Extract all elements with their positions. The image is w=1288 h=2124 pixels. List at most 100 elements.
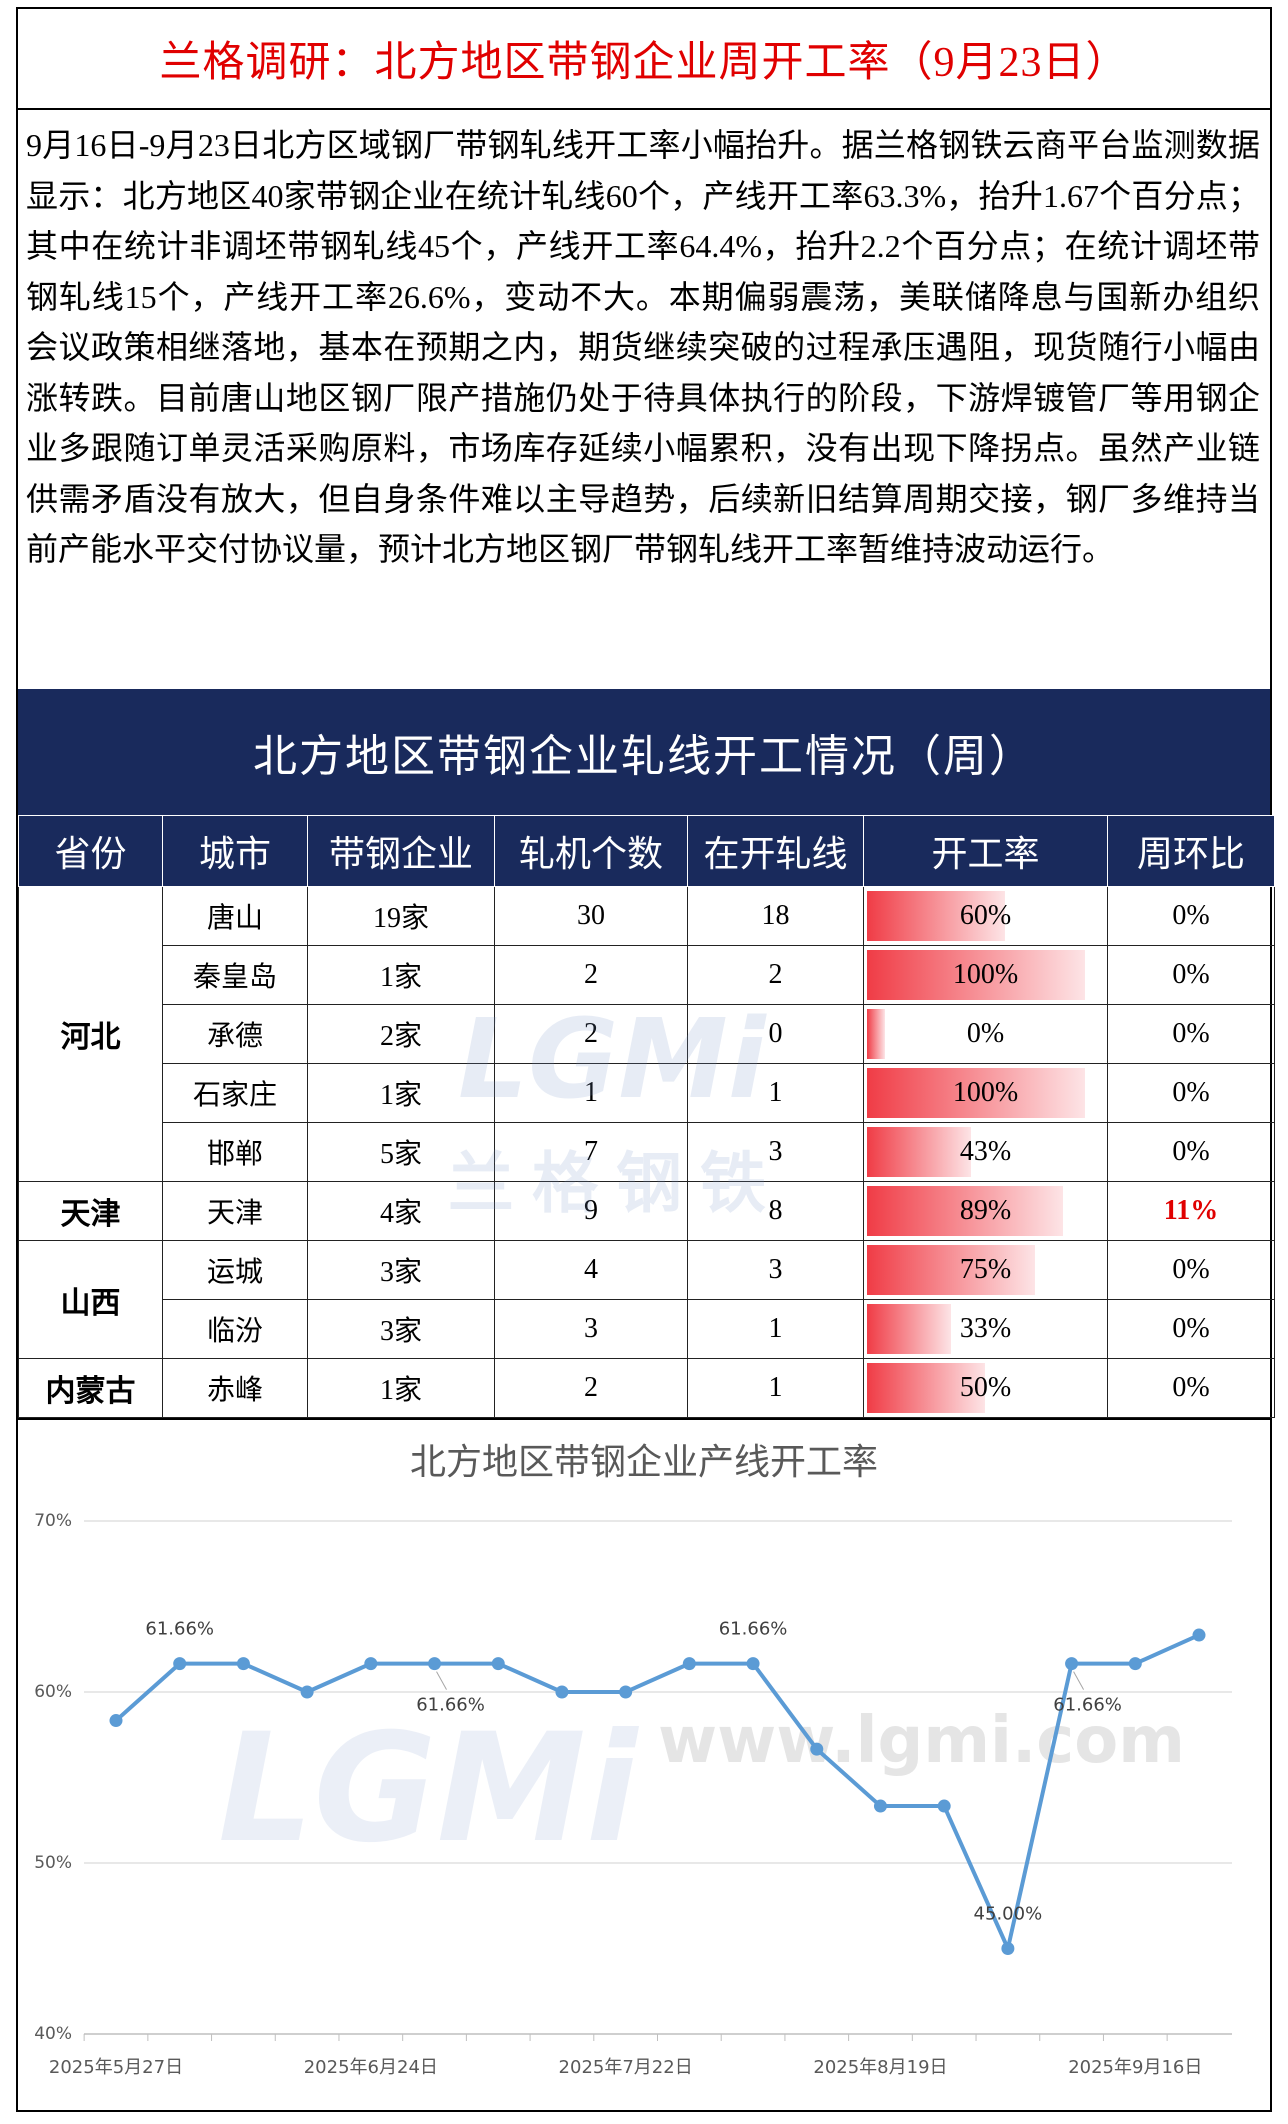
province-cell: 天津 [18, 1181, 163, 1241]
mills-cell: 1 [494, 1063, 688, 1123]
rate-bar [867, 1245, 1035, 1295]
column-header: 省份 [18, 815, 163, 887]
city-cell: 天津 [162, 1181, 308, 1241]
table: 省份 城市 带钢企业 轧机个数 在开轧线 开工率 周环比 河北 唐山 19家 30 18 60% 0% 秦… [18, 815, 1275, 1418]
rate-label: 50% [959, 1372, 1012, 1403]
wow-cell: 0% [1107, 945, 1275, 1005]
chart-title: 北方地区带钢企业产线开工率 [410, 1442, 878, 1483]
wow-cell: 0% [1107, 1240, 1275, 1300]
line-chart: 北方地区带钢企业产线开工率 LGMi www.lgmi.com 40% 50% 60% 70… [18, 1418, 1270, 2078]
running-cell: 3 [687, 1122, 864, 1182]
companies-cell: 5家 [307, 1122, 495, 1182]
data-point [937, 1799, 951, 1813]
mills-cell: 4 [494, 1240, 688, 1300]
table-row: 山西 运城 3家 4 3 75% 0% [18, 1240, 1275, 1359]
table-row: 秦皇岛 1家 2 2 100% 0% [19, 945, 1275, 1005]
table-row: 临汾 3家 3 1 33% 0% [19, 1299, 1275, 1359]
column-header: 开工率 [863, 815, 1108, 887]
x-tick-label: 2025年7月22日 [559, 2057, 693, 2078]
leader-line [436, 1671, 447, 1690]
data-point [873, 1799, 887, 1813]
rate-bar [867, 950, 1085, 1000]
data-point [109, 1714, 123, 1728]
running-cell: 18 [687, 886, 864, 946]
wow-cell: 0% [1107, 1063, 1275, 1123]
rate-cell: 0% [863, 1004, 1108, 1064]
rate-cell: 43% [863, 1122, 1108, 1182]
companies-cell: 3家 [307, 1299, 495, 1359]
rate-cell: 60% [863, 886, 1108, 946]
rate-label: 43% [959, 1136, 1012, 1167]
data-point [364, 1657, 378, 1671]
column-header: 城市 [162, 815, 308, 887]
running-cell: 1 [687, 1299, 864, 1359]
rate-cell: 100% [863, 945, 1108, 1005]
x-tick-label: 2025年9月16日 [1068, 2057, 1202, 2078]
table-row: 承德 2家 2 0 0% 0% [19, 1004, 1275, 1064]
y-tick-label: 50% [34, 1853, 72, 1873]
wow-cell: 0% [1107, 1358, 1275, 1418]
companies-cell: 1家 [307, 1063, 495, 1123]
data-label: 61.66% [719, 1619, 788, 1640]
data-label: 61.66% [416, 1695, 485, 1716]
wow-cell: 0% [1107, 1122, 1275, 1182]
data-point [236, 1657, 250, 1671]
x-tick-label: 2025年8月19日 [813, 2057, 947, 2078]
running-cell: 2 [687, 945, 864, 1005]
wow-cell: 0% [1107, 1004, 1275, 1064]
rate-label: 75% [959, 1254, 1012, 1285]
rate-label: 100% [952, 1077, 1019, 1108]
rate-bar [867, 1009, 885, 1059]
data-line [114, 1633, 1200, 1951]
rate-label: 60% [959, 900, 1012, 931]
running-cell: 3 [687, 1240, 864, 1300]
province-cell: 河北 [18, 886, 163, 1182]
mills-cell: 2 [494, 1004, 688, 1064]
table-row: 邯郸 5家 7 3 43% 0% [19, 1122, 1275, 1182]
rate-label: 33% [959, 1313, 1012, 1344]
rate-cell: 75% [863, 1240, 1108, 1300]
column-header: 轧机个数 [494, 815, 688, 887]
data-point [1065, 1657, 1079, 1671]
rate-label: 100% [952, 959, 1019, 990]
rate-bar [867, 891, 1005, 941]
wow-cell: 0% [1107, 886, 1275, 946]
rate-cell: 100% [863, 1063, 1108, 1123]
data-point [491, 1657, 505, 1671]
running-cell: 1 [687, 1358, 864, 1418]
watermark: www.lgmi.com [658, 1704, 1185, 1778]
companies-cell: 3家 [307, 1240, 495, 1300]
rate-cell: 89% [863, 1181, 1108, 1241]
data-point [555, 1685, 569, 1699]
data-point [682, 1657, 696, 1671]
companies-cell: 4家 [307, 1181, 495, 1241]
companies-cell: 2家 [307, 1004, 495, 1064]
running-cell: 1 [687, 1063, 864, 1123]
companies-cell: 19家 [307, 886, 495, 946]
province-cell: 山西 [18, 1240, 163, 1359]
running-cell: 8 [687, 1181, 864, 1241]
table-row: 石家庄 1家 1 1 100% 0% [19, 1063, 1275, 1123]
y-tick-label: 40% [34, 2024, 72, 2044]
data-label: 61.66% [145, 1619, 214, 1640]
rate-label: 89% [959, 1195, 1012, 1226]
city-cell: 临汾 [162, 1299, 308, 1359]
rate-bar [867, 1304, 951, 1354]
column-header: 带钢企业 [307, 815, 495, 887]
rate-cell: 50% [863, 1358, 1108, 1418]
mills-cell: 7 [494, 1122, 688, 1182]
wow-cell: 0% [1107, 1299, 1275, 1359]
table-row: 河北 唐山 19家 30 18 60% 0% [18, 886, 1275, 1182]
city-cell: 邯郸 [162, 1122, 308, 1182]
table-box: 省份 城市 带钢企业 轧机个数 在开轧线 开工率 周环比 河北 唐山 19家 30 18 60% 0% 秦… [18, 815, 1275, 1418]
rate-bar [867, 1127, 971, 1177]
column-header: 在开轧线 [687, 815, 864, 887]
data-label: 45.00% [974, 1904, 1043, 1925]
mills-cell: 3 [494, 1299, 688, 1359]
watermark: LGMi [218, 1702, 640, 1876]
data-point [1128, 1657, 1142, 1671]
data-point [1001, 1942, 1015, 1955]
mills-cell: 2 [494, 1358, 688, 1418]
rate-bar [867, 1186, 1063, 1236]
